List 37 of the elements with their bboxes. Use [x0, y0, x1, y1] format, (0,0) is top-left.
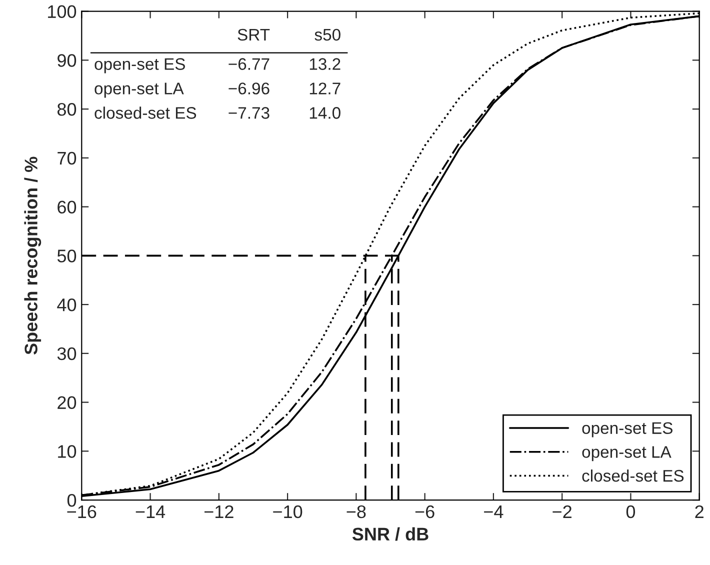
annotation: 14.0 — [310, 107, 340, 119]
annotation: −7.73 — [228, 107, 270, 119]
x-tick-label: −2 — [552, 505, 572, 518]
x-tick-label: −14 — [136, 506, 166, 518]
x-tick-label: −4 — [484, 506, 504, 518]
y-tick-label: 20 — [58, 396, 76, 409]
annotation: 13.2 — [310, 58, 340, 70]
annotation: open-set LA — [94, 82, 184, 98]
y-tick-label: 40 — [57, 298, 76, 312]
x-tick-label: −12 — [204, 505, 234, 518]
y-tick-label: 0 — [67, 494, 76, 507]
annotation: 12.7 — [310, 82, 340, 94]
y-tick-label: 70 — [58, 152, 76, 165]
x-tick-label: −10 — [273, 505, 302, 518]
y-tick-label: 90 — [58, 54, 76, 67]
y-tick-label: 50 — [57, 250, 76, 262]
annotation: SRT — [238, 28, 270, 41]
y-tick-label: 100 — [48, 5, 76, 18]
x-tick-label: −6 — [415, 505, 434, 518]
x-tick-label: 2 — [695, 505, 704, 518]
x-tick-label: −8 — [346, 505, 366, 518]
y-tick-label: 30 — [57, 347, 76, 360]
annotation: open-set ES — [94, 58, 185, 74]
annotation: s50 — [314, 28, 340, 41]
x-tick-label: −16 — [67, 505, 96, 518]
legend-label: closed-set ES — [582, 469, 684, 482]
annotation: closed-set ES — [94, 106, 196, 119]
legend-label: open-set ES — [582, 422, 672, 438]
x-axis-title: SNR / dB — [352, 527, 428, 541]
y-axis-title: Speech recognition / % — [24, 156, 42, 354]
y-tick-label: 10 — [58, 445, 76, 458]
y-tick-label: 60 — [58, 200, 76, 214]
annotation: −6.77 — [228, 58, 270, 70]
y-tick-label: 80 — [57, 102, 76, 116]
annotation: −6.96 — [228, 82, 270, 94]
x-tick-label: 0 — [626, 505, 636, 518]
legend-label: open-set LA — [582, 446, 672, 462]
